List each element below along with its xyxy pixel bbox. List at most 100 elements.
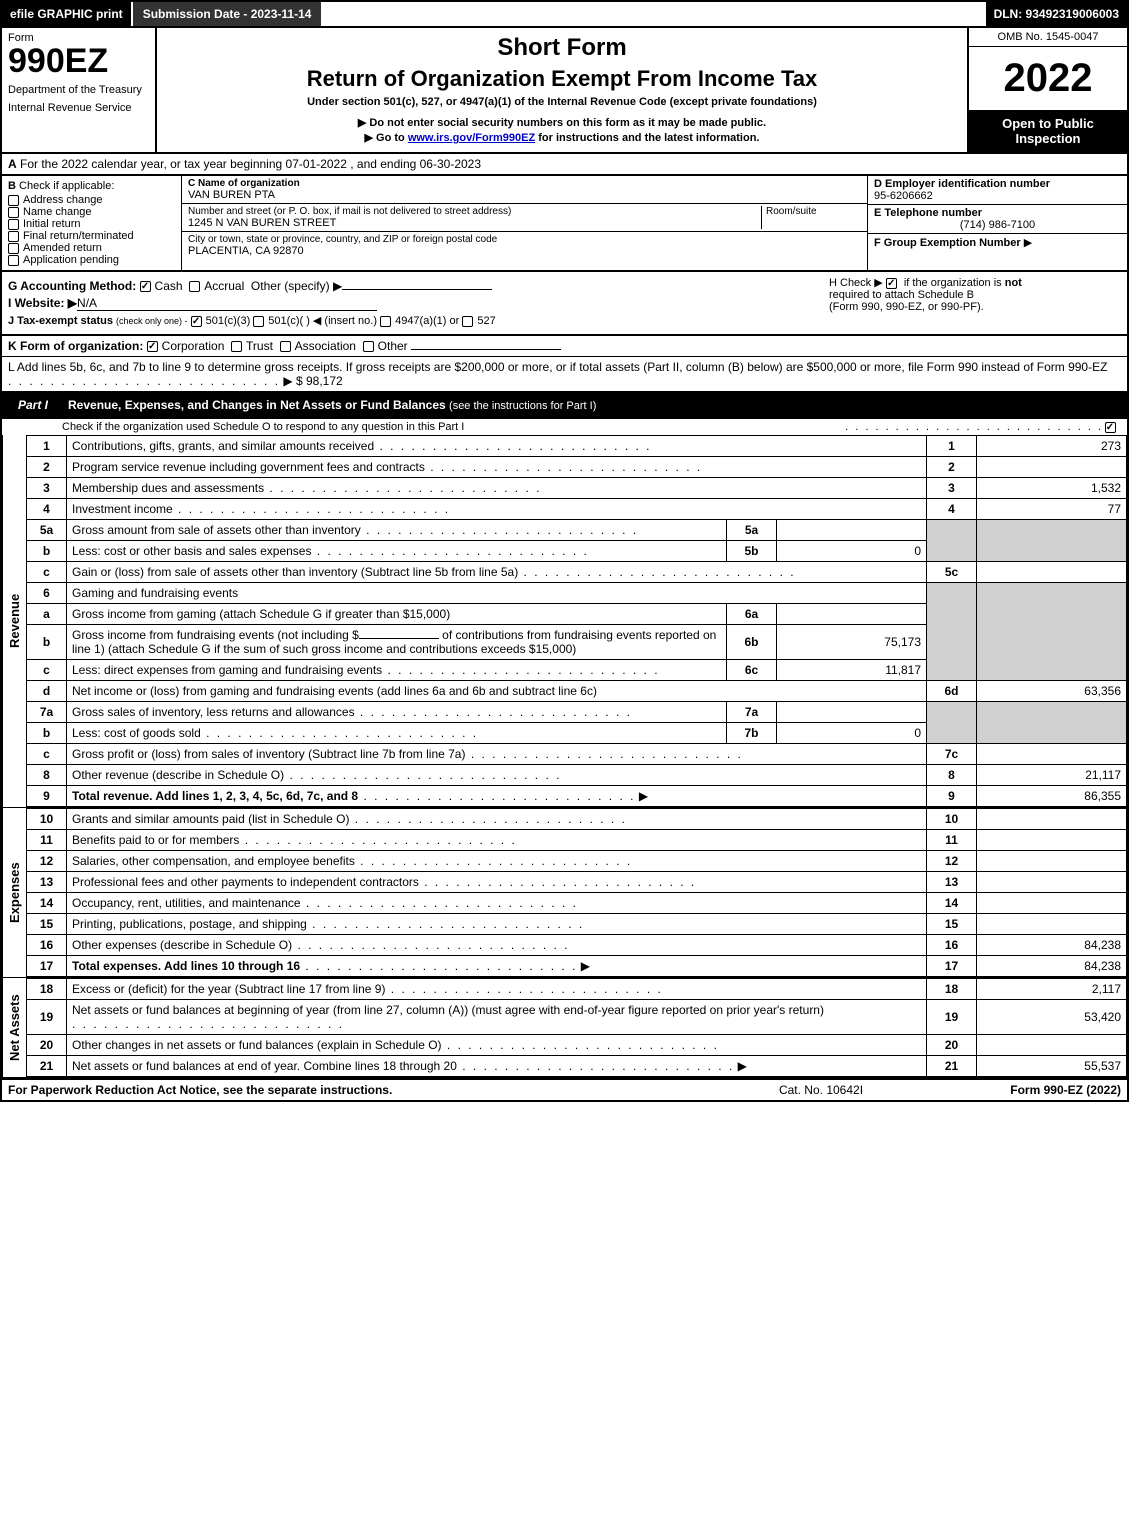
l4-v: 77 xyxy=(977,499,1127,520)
l5a-sv xyxy=(777,520,927,541)
submission-date-label: Submission Date - 2023-11-14 xyxy=(131,2,322,26)
chk-501c[interactable] xyxy=(253,316,264,327)
l14-r: 14 xyxy=(927,893,977,914)
chk-sched-o[interactable] xyxy=(1105,422,1116,433)
chk-accrual[interactable] xyxy=(189,281,200,292)
l7b-n: b xyxy=(27,723,67,744)
l3-r: 3 xyxy=(927,478,977,499)
l13-v xyxy=(977,872,1127,893)
l5c-r: 5c xyxy=(927,562,977,583)
under-section-note: Under section 501(c), 527, or 4947(a)(1)… xyxy=(165,96,959,108)
g-accrual: Accrual xyxy=(204,279,244,293)
l2-d: Program service revenue including govern… xyxy=(72,460,425,474)
l12-v xyxy=(977,851,1127,872)
l6d-d: Net income or (loss) from gaming and fun… xyxy=(67,681,927,702)
l6c-n: c xyxy=(27,660,67,681)
chk-address-change[interactable] xyxy=(8,195,19,206)
chk-4947[interactable] xyxy=(380,316,391,327)
footer-center: Cat. No. 10642I xyxy=(721,1083,921,1097)
l14-v xyxy=(977,893,1127,914)
d-phone-value: (714) 986-7100 xyxy=(874,219,1121,231)
return-title: Return of Organization Exempt From Incom… xyxy=(165,66,959,92)
dept-treasury: Department of the Treasury xyxy=(8,84,149,96)
d-group-label: F Group Exemption Number xyxy=(874,237,1021,249)
b-item-5: Application pending xyxy=(23,254,119,266)
l13-dots xyxy=(419,875,696,889)
l6b-blank[interactable] xyxy=(359,638,439,639)
l4-d: Investment income xyxy=(72,502,173,516)
l6a-n: a xyxy=(27,604,67,625)
l8-n: 8 xyxy=(27,765,67,786)
l1-d: Contributions, gifts, grants, and simila… xyxy=(72,439,374,453)
chk-initial-return[interactable] xyxy=(8,219,19,230)
l19-v: 53,420 xyxy=(977,1000,1127,1035)
l-arrow: ▶ $ xyxy=(283,374,302,388)
l-row: L Add lines 5b, 6c, and 7b to line 9 to … xyxy=(0,357,1129,393)
line-16: 16Other expenses (describe in Schedule O… xyxy=(27,935,1127,956)
l5a-sl: 5a xyxy=(727,520,777,541)
l5c-dots xyxy=(518,565,795,579)
c-street-row: Number and street (or P. O. box, if mail… xyxy=(182,204,867,232)
b-heading: Check if applicable: xyxy=(19,180,114,192)
revenue-table: 1 Contributions, gifts, grants, and simil… xyxy=(26,435,1127,807)
chk-final-return[interactable] xyxy=(8,231,19,242)
l15-v xyxy=(977,914,1127,935)
form-header: Form 990EZ Department of the Treasury In… xyxy=(0,28,1129,154)
d-group-arrow: ▶ xyxy=(1024,237,1032,249)
l17-v: 84,238 xyxy=(977,956,1127,977)
footer-left: For Paperwork Reduction Act Notice, see … xyxy=(8,1083,721,1097)
row-a-label: A xyxy=(8,157,17,171)
l5a-n: 5a xyxy=(27,520,67,541)
sched-o-dots xyxy=(845,421,1103,433)
chk-trust[interactable] xyxy=(231,341,242,352)
l-value: 98,172 xyxy=(306,374,343,388)
g-cash: Cash xyxy=(155,279,183,293)
g-line: G Accounting Method: Cash Accrual Other … xyxy=(8,279,821,293)
l7c-v xyxy=(977,744,1127,765)
chk-corp[interactable] xyxy=(147,341,158,352)
part1-tab: Part I xyxy=(8,396,58,414)
g-other-blank[interactable] xyxy=(342,289,492,290)
chk-501c3[interactable] xyxy=(191,316,202,327)
irs-link[interactable]: www.irs.gov/Form990EZ xyxy=(408,132,535,144)
l6c-dots xyxy=(382,663,659,677)
chk-527[interactable] xyxy=(462,316,473,327)
chk-cash[interactable] xyxy=(140,281,151,292)
j-label: J Tax-exempt status xyxy=(8,315,113,327)
l3-dots xyxy=(264,481,541,495)
l8-dots xyxy=(284,768,561,782)
l10-d: Grants and similar amounts paid (list in… xyxy=(72,812,349,826)
k-corp: Corporation xyxy=(162,339,225,353)
goto-pre: ▶ Go to xyxy=(365,132,408,144)
chk-name-change[interactable] xyxy=(8,207,19,218)
l7b-sv: 0 xyxy=(777,723,927,744)
l19-n: 19 xyxy=(27,1000,67,1035)
org-name: VAN BUREN PTA xyxy=(188,189,300,201)
b-item-0: Address change xyxy=(23,194,103,206)
top-spacer xyxy=(321,2,985,26)
k-other: Other xyxy=(378,339,408,353)
chk-assoc[interactable] xyxy=(280,341,291,352)
k-other-blank[interactable] xyxy=(411,349,561,350)
l7b-sl: 7b xyxy=(727,723,777,744)
l11-n: 11 xyxy=(27,830,67,851)
line-3: 3Membership dues and assessments31,532 xyxy=(27,478,1127,499)
l1-r: 1 xyxy=(927,436,977,457)
sched-o-row: Check if the organization used Schedule … xyxy=(0,419,1129,435)
section-ghij: G Accounting Method: Cash Accrual Other … xyxy=(0,272,1129,336)
chk-other-org[interactable] xyxy=(363,341,374,352)
efile-print-label[interactable]: efile GRAPHIC print xyxy=(2,2,131,26)
l14-d: Occupancy, rent, utilities, and maintena… xyxy=(72,896,301,910)
open-to-public: Open to Public Inspection xyxy=(969,110,1127,152)
column-b: B Check if applicable: Address change Na… xyxy=(2,176,182,270)
chk-h[interactable] xyxy=(886,278,897,289)
line-19: 19Net assets or fund balances at beginni… xyxy=(27,1000,1127,1035)
l5c-n: c xyxy=(27,562,67,583)
l12-r: 12 xyxy=(927,851,977,872)
j-o4: 527 xyxy=(477,315,495,327)
line-11: 11Benefits paid to or for members11 xyxy=(27,830,1127,851)
b-item-1: Name change xyxy=(23,206,92,218)
chk-application-pending[interactable] xyxy=(8,255,19,266)
l6b-sv: 75,173 xyxy=(777,625,927,660)
chk-amended-return[interactable] xyxy=(8,243,19,254)
